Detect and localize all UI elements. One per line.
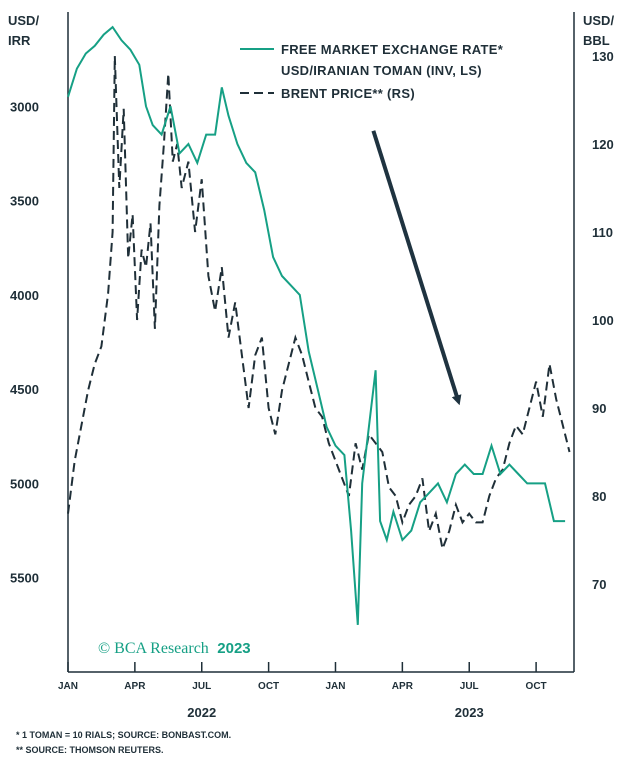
x-tick-label-2: JUL: [192, 681, 211, 692]
x-tick-label-5: APR: [392, 681, 414, 692]
legend-fx-label-line2: USD/IRANIAN TOMAN (INV, LS): [281, 63, 482, 78]
exchange-rate-line: [67, 25, 566, 625]
left-tick-label-3500: 3500: [10, 194, 39, 209]
x-tick-label-0: JAN: [58, 681, 78, 692]
watermark-text: © BCA Research: [98, 640, 209, 657]
x-axis-years: 2022 2023: [187, 705, 483, 720]
x-tick-label-6: JUL: [460, 681, 479, 692]
left-tick-label-4000: 4000: [10, 288, 39, 303]
x-tick-label-3: OCT: [258, 681, 279, 692]
x-tick-label-4: JAN: [325, 681, 345, 692]
legend: FREE MARKET EXCHANGE RATE* USD/IRANIAN T…: [240, 42, 504, 101]
watermark-year: 2023: [217, 640, 250, 657]
right-tick-label-130: 130: [592, 49, 614, 64]
left-axis-ticks: 3000 3500 4000 4500 5000 5500: [10, 99, 39, 585]
footnote-toman: * 1 TOMAN = 10 RIALS; SOURCE: BONBAST.CO…: [16, 730, 231, 740]
right-axis-label-line2: BBL: [583, 33, 610, 48]
right-axis-ticks: 70 80 90 100 110 120 130: [592, 49, 614, 592]
right-tick-label-100: 100: [592, 313, 614, 328]
x-axis-ticks: JAN APR JUL OCT JAN APR JUL OCT: [58, 662, 547, 692]
right-tick-label-120: 120: [592, 137, 614, 152]
right-axis-label-line1: USD/: [583, 13, 614, 28]
right-tick-label-110: 110: [592, 225, 613, 240]
left-tick-label-5000: 5000: [10, 476, 39, 491]
x-tick-label-1: APR: [124, 681, 146, 692]
left-tick-label-3000: 3000: [10, 99, 39, 114]
left-tick-label-5500: 5500: [10, 571, 39, 586]
brent-price-line: [67, 55, 571, 553]
left-axis-label-line2: IRR: [8, 33, 31, 48]
footnote-source: ** SOURCE: THOMSON REUTERS.: [16, 745, 164, 755]
bca-watermark: © BCA Research 2023: [98, 640, 251, 657]
right-tick-label-90: 90: [592, 401, 606, 416]
right-tick-label-70: 70: [592, 577, 606, 592]
legend-brent-label: BRENT PRICE** (RS): [281, 86, 415, 101]
year-label-2023: 2023: [455, 705, 484, 720]
left-tick-label-4500: 4500: [10, 382, 39, 397]
downward-trend-arrow: [371, 130, 462, 406]
legend-fx-label-line1: FREE MARKET EXCHANGE RATE*: [281, 42, 504, 57]
x-tick-label-7: OCT: [526, 681, 547, 692]
right-tick-label-80: 80: [592, 489, 606, 504]
left-axis-label-line1: USD/: [8, 13, 39, 28]
year-label-2022: 2022: [187, 705, 216, 720]
